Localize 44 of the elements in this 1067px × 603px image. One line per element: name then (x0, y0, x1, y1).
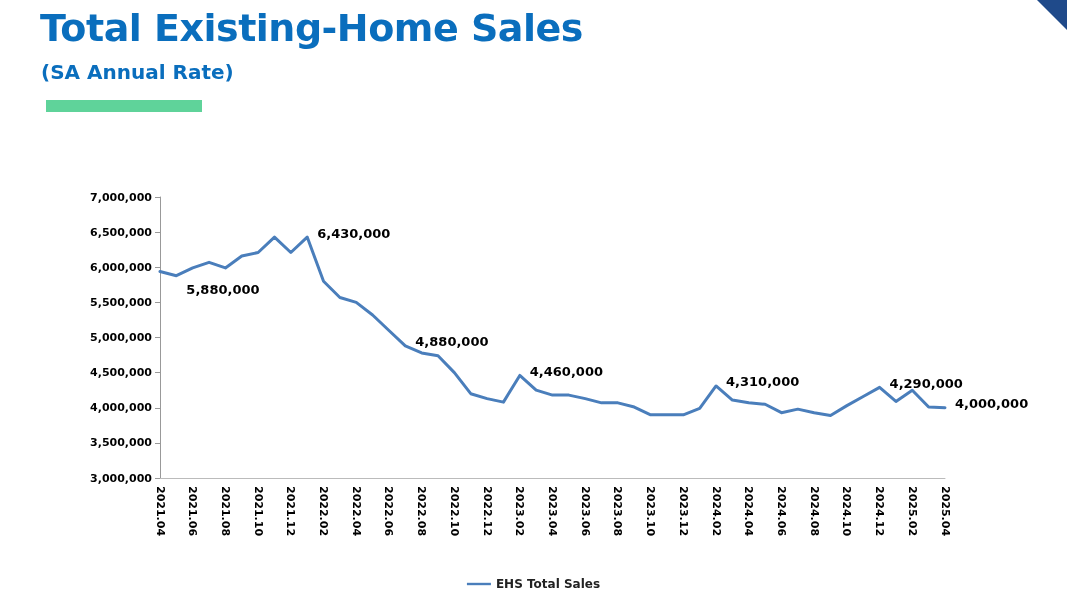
y-tick-label: 3,500,000 (90, 436, 153, 450)
chart-title: Total Existing-Home Sales (40, 6, 583, 50)
x-tick-label: 2022.04 (349, 486, 363, 537)
x-tick-label: 2021.10 (251, 486, 265, 537)
x-tick-label: 2023.10 (644, 486, 658, 537)
x-tick-label: 2023.08 (611, 486, 625, 537)
x-tick-label: 2022.06 (382, 486, 396, 537)
x-tick-label: 2023.02 (513, 486, 527, 537)
data-label: 4,310,000 (726, 374, 800, 390)
data-label: 4,460,000 (529, 363, 603, 379)
y-tick-label: 6,500,000 (90, 225, 153, 239)
x-tick-label: 2021.04 (153, 486, 167, 537)
y-tick-label: 3,000,000 (90, 471, 153, 485)
x-tick-label: 2023.06 (578, 486, 592, 537)
data-label: 4,000,000 (955, 396, 1029, 412)
legend-label: EHS Total Sales (495, 577, 601, 591)
x-tick-label: 2024.02 (709, 486, 723, 537)
x-tick-label: 2024.04 (742, 486, 756, 537)
x-tick-label: 2024.12 (873, 486, 887, 537)
x-tick-label: 2024.06 (774, 486, 788, 537)
x-tick-label: 2022.12 (480, 486, 494, 537)
data-label: 4,290,000 (889, 375, 963, 391)
x-tick-label: 2025.02 (905, 486, 919, 537)
x-tick-label: 2021.08 (218, 486, 232, 537)
x-tick-label: 2024.08 (807, 486, 821, 537)
x-tick-label: 2021.06 (186, 486, 200, 537)
x-tick-label: 2023.12 (676, 486, 690, 537)
y-tick-label: 5,500,000 (90, 295, 153, 309)
x-tick-label: 2022.02 (317, 486, 331, 537)
x-tick-label: 2022.08 (415, 486, 429, 537)
y-tick-label: 5,000,000 (90, 331, 153, 344)
x-tick-label: 2025.04 (938, 486, 952, 537)
data-label: 5,880,000 (186, 282, 260, 298)
y-tick-label: 4,000,000 (90, 401, 153, 415)
x-tick-label: 2021.12 (284, 486, 298, 537)
y-tick-label: 6,000,000 (90, 260, 153, 274)
x-tick-label: 2023.04 (546, 486, 559, 537)
data-label: 6,430,000 (317, 225, 391, 241)
y-tick-label: 7,000,000 (90, 190, 153, 204)
data-label: 4,880,000 (415, 334, 489, 350)
chart-subtitle: (SA Annual Rate) (41, 60, 234, 84)
y-tick-label: 4,500,000 (90, 366, 153, 380)
x-tick-label: 2022.10 (447, 486, 461, 537)
x-tick-label: 2024.10 (840, 486, 854, 537)
